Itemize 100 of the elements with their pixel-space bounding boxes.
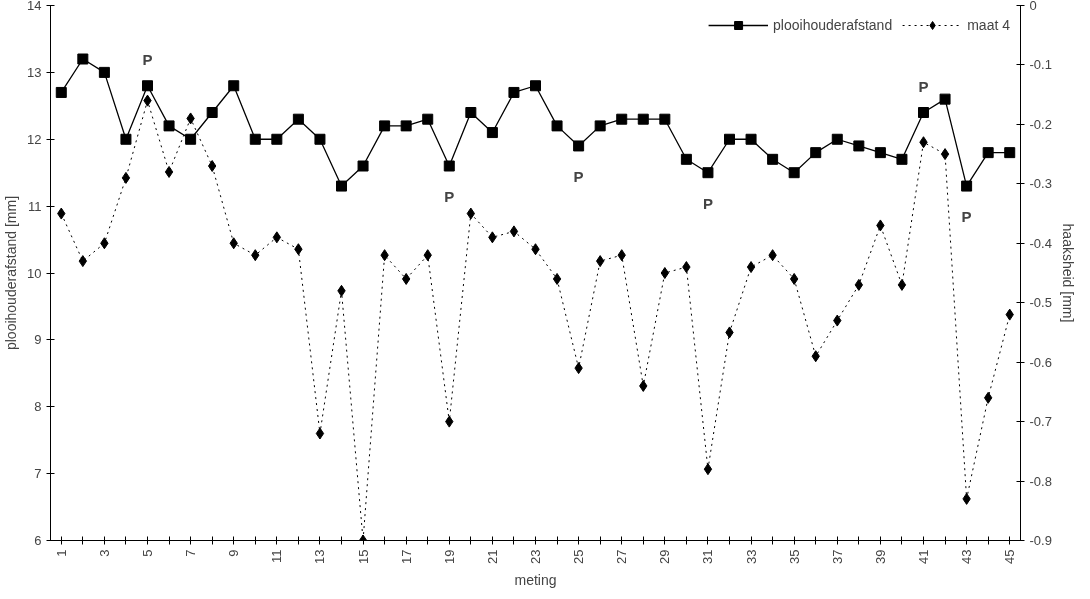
- y2-tick-label: -0.7: [1029, 414, 1052, 430]
- y-tick-label: 7: [34, 466, 42, 482]
- point: [961, 180, 973, 192]
- point: [702, 167, 714, 179]
- x-tick-label: 41: [916, 549, 931, 564]
- point: [121, 171, 131, 184]
- point: [788, 167, 800, 179]
- point: [465, 107, 477, 118]
- point: [1004, 147, 1016, 159]
- x-tick-label: 15: [355, 549, 371, 564]
- x-tick-label: 11: [269, 549, 285, 563]
- annotation: P: [444, 188, 455, 205]
- point: [573, 140, 585, 152]
- x-tick-label: 7: [183, 549, 199, 557]
- point: [939, 93, 951, 105]
- point: [206, 107, 218, 118]
- point: [724, 133, 735, 145]
- point: [208, 160, 217, 172]
- y-tick-label: 9: [34, 332, 42, 348]
- point: [897, 278, 907, 291]
- y2-tick-label: -0.3: [1029, 176, 1052, 192]
- x-tick-label: 33: [743, 549, 759, 564]
- y2-axis-title: haaksheid [mm]: [1059, 223, 1076, 323]
- point: [810, 147, 822, 159]
- point: [314, 133, 326, 145]
- point: [164, 165, 174, 178]
- x-tick-label: 27: [614, 549, 630, 564]
- point: [486, 127, 498, 139]
- x-tick-label: 25: [571, 549, 587, 564]
- x-tick-label: 35: [786, 549, 802, 564]
- point: [551, 120, 563, 132]
- point: [616, 113, 628, 125]
- x-tick-label: 13: [312, 549, 328, 564]
- y2-tick-label: -0.2: [1029, 116, 1052, 132]
- x-tick-label: 19: [441, 549, 457, 564]
- annotation: P: [918, 77, 929, 95]
- y2-tick-label: -0.9: [1029, 533, 1052, 548]
- x-tick-label: 21: [484, 549, 500, 564]
- point: [767, 153, 779, 165]
- annotation: P: [142, 50, 153, 68]
- x-tick-label: 17: [398, 549, 414, 564]
- x-tick-label: 23: [528, 549, 543, 564]
- y-tick-label: 12: [27, 131, 42, 147]
- x-axis-title: meting: [514, 571, 557, 588]
- y-tick-label: 6: [34, 533, 42, 548]
- x-tick-label: 9: [226, 549, 242, 557]
- point: [680, 153, 692, 165]
- y2-tick-label: -0.1: [1029, 57, 1052, 73]
- x-tick-label: 5: [140, 549, 155, 557]
- annotation: P: [702, 194, 713, 212]
- point: [443, 160, 455, 172]
- point: [509, 225, 519, 238]
- point: [530, 80, 541, 92]
- point: [896, 153, 908, 165]
- point: [98, 66, 110, 78]
- point: [637, 113, 649, 125]
- point: [853, 140, 865, 152]
- x-tick-label: 45: [1002, 549, 1018, 564]
- y2-tick-label: -0.8: [1029, 473, 1052, 489]
- point: [594, 120, 606, 132]
- point: [249, 133, 261, 145]
- y2-tick-label: -0.5: [1029, 295, 1052, 311]
- point: [400, 120, 412, 132]
- y-tick-label: 13: [27, 64, 42, 80]
- point: [228, 80, 240, 92]
- point: [77, 53, 89, 65]
- legend-label: maat 4: [967, 17, 1010, 33]
- point: [703, 463, 713, 476]
- x-tick-label: 3: [96, 549, 112, 557]
- point: [874, 147, 886, 159]
- y-tick-label: 14: [27, 0, 42, 13]
- point: [357, 160, 369, 172]
- point: [292, 113, 304, 125]
- x-tick-label: 29: [657, 549, 673, 564]
- y2-tick-label: 0: [1029, 0, 1037, 13]
- point: [982, 147, 994, 159]
- y2-tick-label: -0.6: [1029, 354, 1052, 370]
- point: [831, 133, 843, 145]
- y-tick-label: 11: [28, 198, 42, 214]
- legend-label: plooihouderafstand: [773, 17, 893, 33]
- annotation: P: [573, 167, 584, 185]
- point: [660, 267, 669, 279]
- point: [422, 113, 434, 125]
- point: [163, 120, 175, 132]
- point: [271, 133, 283, 145]
- y-tick-label: 10: [27, 265, 42, 281]
- point: [746, 261, 756, 274]
- y-axis-title: plooihouderafstand [mm]: [3, 195, 20, 351]
- point: [659, 113, 671, 125]
- point: [940, 148, 950, 161]
- point: [185, 133, 197, 145]
- x-tick-label: 37: [829, 549, 845, 564]
- point: [142, 80, 153, 92]
- point: [552, 272, 562, 285]
- point: [379, 120, 391, 132]
- point: [120, 133, 132, 145]
- annotation: P: [961, 208, 972, 226]
- point: [918, 107, 929, 118]
- point: [508, 86, 520, 98]
- x-tick-label: 39: [872, 549, 888, 564]
